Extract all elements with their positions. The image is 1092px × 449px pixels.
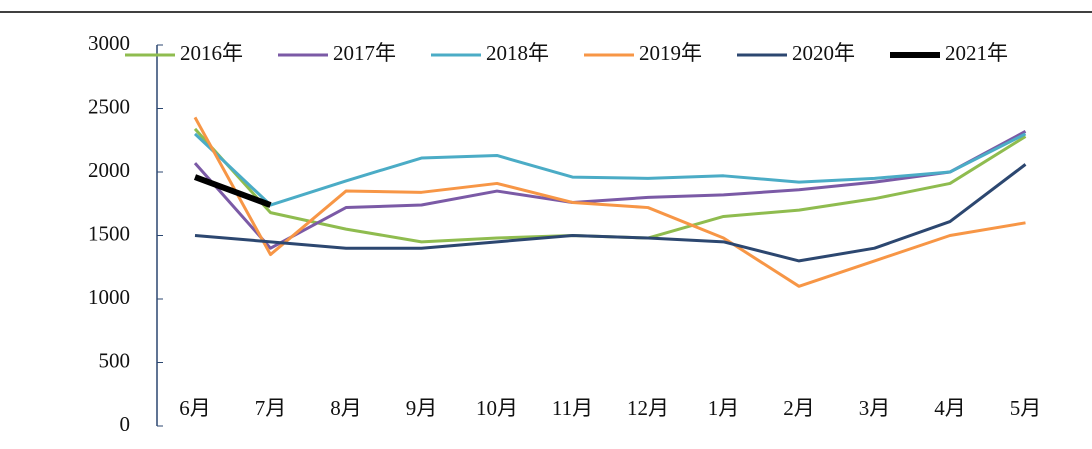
series-line xyxy=(193,116,1026,288)
x-tick-label: 6月 xyxy=(179,396,211,420)
x-tick-label: 2月 xyxy=(783,396,815,420)
x-tick-label: 4月 xyxy=(934,396,966,420)
series-line xyxy=(194,163,1027,263)
legend-label: 2017年 xyxy=(333,41,396,65)
x-tick-label: 1月 xyxy=(708,396,740,420)
legend-label: 2018年 xyxy=(486,41,549,65)
legend-label: 2016年 xyxy=(180,41,243,65)
x-tick-label: 11月 xyxy=(552,396,593,420)
y-tick-label: 1000 xyxy=(88,285,130,309)
x-tick-label: 3月 xyxy=(859,396,891,420)
x-tick-label: 12月 xyxy=(627,396,669,420)
series-line xyxy=(193,132,1027,207)
x-tick-label: 7月 xyxy=(255,396,287,420)
y-tick-label: 1500 xyxy=(88,221,130,245)
legend-label: 2021年 xyxy=(945,41,1008,65)
series-line xyxy=(193,127,1027,244)
series-line xyxy=(193,130,1027,250)
y-tick-label: 0 xyxy=(120,412,131,436)
y-tick-label: 500 xyxy=(99,348,131,372)
legend-label: 2020年 xyxy=(792,41,855,65)
x-tick-label: 10月 xyxy=(476,396,518,420)
y-tick-label: 3000 xyxy=(88,31,130,55)
x-tick-label: 8月 xyxy=(330,396,362,420)
x-tick-label: 5月 xyxy=(1010,396,1042,420)
series-line xyxy=(193,174,272,208)
y-tick-label: 2000 xyxy=(88,158,130,182)
x-tick-label: 9月 xyxy=(406,396,438,420)
y-tick-label: 2500 xyxy=(88,94,130,118)
legend-label: 2019年 xyxy=(639,41,702,65)
